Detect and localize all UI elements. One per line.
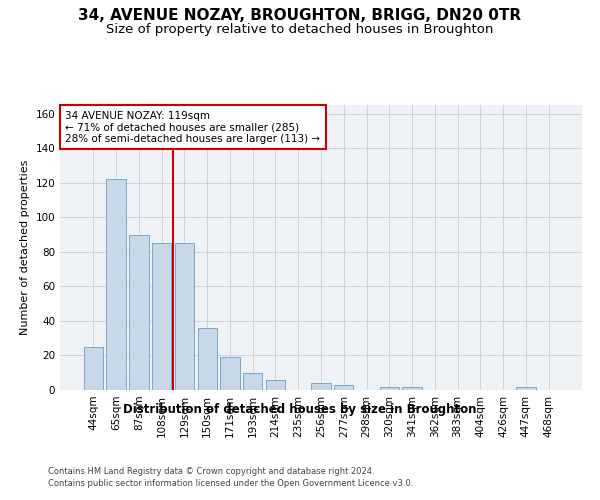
Bar [84, 347, 103, 390]
Bar [106, 180, 126, 390]
Bar [243, 372, 262, 390]
Bar [380, 386, 399, 390]
Text: Contains HM Land Registry data © Crown copyright and database right 2024.: Contains HM Land Registry data © Crown c… [48, 468, 374, 476]
Bar [403, 386, 422, 390]
Text: Distribution of detached houses by size in Broughton: Distribution of detached houses by size … [123, 402, 477, 415]
Bar [129, 234, 149, 390]
Bar [266, 380, 285, 390]
Y-axis label: Number of detached properties: Number of detached properties [20, 160, 30, 335]
Text: 34, AVENUE NOZAY, BROUGHTON, BRIGG, DN20 0TR: 34, AVENUE NOZAY, BROUGHTON, BRIGG, DN20… [79, 8, 521, 22]
Text: Contains public sector information licensed under the Open Government Licence v3: Contains public sector information licen… [48, 479, 413, 488]
Bar [220, 357, 239, 390]
Bar [197, 328, 217, 390]
Bar [334, 385, 353, 390]
Bar [311, 383, 331, 390]
Bar [516, 386, 536, 390]
Bar [175, 243, 194, 390]
Text: Size of property relative to detached houses in Broughton: Size of property relative to detached ho… [106, 22, 494, 36]
Bar [152, 243, 172, 390]
Text: 34 AVENUE NOZAY: 119sqm
← 71% of detached houses are smaller (285)
28% of semi-d: 34 AVENUE NOZAY: 119sqm ← 71% of detache… [65, 110, 320, 144]
